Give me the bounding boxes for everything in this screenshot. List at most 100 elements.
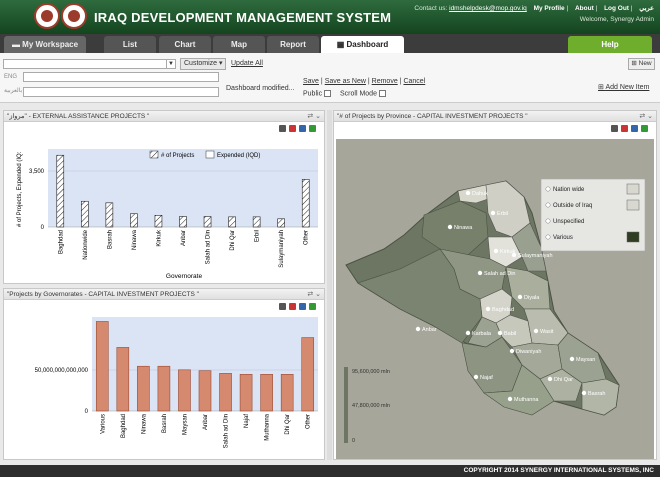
arabic-link[interactable]: عربي bbox=[639, 5, 654, 12]
dashboard-name-ar-input[interactable] bbox=[23, 87, 219, 97]
public-checkbox[interactable] bbox=[324, 90, 332, 97]
logout-link[interactable]: Log Out bbox=[604, 5, 629, 12]
excel-icon[interactable] bbox=[309, 125, 316, 132]
kirkuk-region[interactable] bbox=[487, 236, 523, 268]
bar[interactable] bbox=[137, 365, 150, 412]
info-icon[interactable] bbox=[465, 190, 471, 196]
info-icon[interactable] bbox=[497, 330, 503, 336]
dashboard-name-en-input[interactable] bbox=[23, 72, 219, 82]
bar[interactable] bbox=[203, 216, 212, 228]
muthanna-region[interactable] bbox=[483, 364, 555, 416]
info-icon[interactable] bbox=[547, 376, 553, 382]
save-as-new-link[interactable]: Save as New bbox=[324, 78, 366, 85]
info-icon[interactable] bbox=[545, 202, 551, 208]
add-new-item-link[interactable]: ⊞ Add New Item bbox=[598, 83, 649, 91]
bar[interactable] bbox=[277, 218, 285, 228]
bar[interactable] bbox=[154, 215, 163, 228]
pdf-icon[interactable] bbox=[289, 125, 296, 132]
bar[interactable] bbox=[252, 216, 261, 228]
info-icon[interactable] bbox=[533, 328, 539, 334]
info-icon[interactable] bbox=[507, 396, 513, 402]
add-new-item-label: Add New Item bbox=[605, 84, 650, 91]
info-icon[interactable] bbox=[569, 356, 575, 362]
tab-map[interactable]: Map bbox=[213, 36, 265, 53]
info-icon[interactable] bbox=[465, 330, 471, 336]
bar[interactable] bbox=[56, 154, 65, 228]
word-icon[interactable] bbox=[299, 125, 306, 132]
excel-icon[interactable] bbox=[309, 303, 316, 310]
bar[interactable] bbox=[130, 213, 138, 228]
info-icon[interactable] bbox=[511, 252, 517, 258]
bar[interactable] bbox=[301, 337, 315, 412]
dashboard-select[interactable]: ▼ bbox=[3, 59, 176, 69]
info-icon[interactable] bbox=[545, 186, 551, 192]
tab-my-workspace[interactable]: ▬ My Workspace bbox=[4, 36, 86, 53]
basrah-region[interactable] bbox=[581, 378, 620, 416]
bar[interactable] bbox=[179, 216, 187, 228]
scale-min-label: 0 bbox=[352, 438, 355, 444]
anbar-region[interactable] bbox=[357, 248, 483, 344]
update-all-link[interactable]: Update All bbox=[231, 60, 263, 67]
bar[interactable] bbox=[81, 200, 89, 228]
bar[interactable] bbox=[157, 365, 171, 412]
dashboard-status: Dashboard modified... bbox=[226, 85, 295, 92]
info-icon[interactable] bbox=[473, 374, 479, 380]
ninawa-region[interactable] bbox=[421, 200, 489, 256]
panel-controls[interactable]: ⇄ ⌄ bbox=[307, 113, 321, 120]
bar[interactable] bbox=[219, 373, 232, 412]
print-icon[interactable] bbox=[279, 125, 286, 132]
contact-email-link[interactable]: idmshelpdesk@mop.gov.iq bbox=[449, 5, 527, 12]
bar[interactable] bbox=[280, 373, 294, 412]
x-tick-label: Maysan bbox=[182, 414, 188, 435]
info-icon[interactable] bbox=[545, 218, 551, 224]
bar[interactable] bbox=[178, 369, 191, 412]
tab-report[interactable]: Report bbox=[267, 36, 319, 53]
tab-dashboard[interactable]: ▦ Dashboard bbox=[321, 36, 404, 53]
info-icon[interactable] bbox=[477, 270, 483, 276]
info-icon[interactable] bbox=[485, 306, 491, 312]
print-icon[interactable] bbox=[611, 125, 618, 132]
bar[interactable] bbox=[260, 373, 273, 412]
info-icon[interactable] bbox=[447, 224, 453, 230]
x-tick-label: Dhi Qar bbox=[285, 414, 291, 435]
info-icon[interactable] bbox=[509, 348, 515, 354]
panel-splitter[interactable] bbox=[327, 110, 332, 460]
tab-list[interactable]: List bbox=[104, 36, 156, 53]
bar[interactable] bbox=[301, 179, 310, 228]
info-icon[interactable] bbox=[517, 294, 523, 300]
contact-label: Contact us: bbox=[414, 5, 448, 12]
save-link[interactable]: Save bbox=[303, 78, 319, 85]
pdf-icon[interactable] bbox=[621, 125, 628, 132]
new-button[interactable]: ⊞ New bbox=[628, 58, 655, 70]
print-icon[interactable] bbox=[279, 303, 286, 310]
remove-link[interactable]: Remove bbox=[371, 78, 398, 85]
map-area[interactable]: Dahuk Erbil Ninawa Kirkuk Sulaymaniyah Salah … bbox=[336, 139, 654, 459]
bar[interactable] bbox=[105, 202, 114, 228]
cancel-link[interactable]: Cancel bbox=[403, 78, 426, 85]
sulaymaniyah-region[interactable] bbox=[511, 222, 547, 272]
panel-controls[interactable]: ⇄ ⌄ bbox=[639, 113, 653, 120]
info-icon[interactable] bbox=[581, 390, 587, 396]
word-icon[interactable] bbox=[631, 125, 638, 132]
info-icon[interactable] bbox=[490, 210, 496, 216]
info-icon[interactable] bbox=[545, 234, 551, 240]
info-icon[interactable] bbox=[415, 326, 421, 332]
bar[interactable] bbox=[116, 347, 130, 412]
bar[interactable] bbox=[228, 216, 236, 228]
tab-chart[interactable]: Chart bbox=[159, 36, 211, 53]
bar[interactable] bbox=[95, 321, 109, 412]
tab-help[interactable]: Help bbox=[568, 36, 652, 53]
word-icon[interactable] bbox=[299, 303, 306, 310]
about-link[interactable]: About bbox=[574, 5, 594, 12]
dahuk-region[interactable] bbox=[457, 184, 495, 204]
bar[interactable] bbox=[198, 370, 212, 412]
my-profile-link[interactable]: My Profile bbox=[533, 5, 565, 12]
customize-dropdown[interactable]: Customize ▾ bbox=[180, 58, 226, 70]
panel-controls[interactable]: ⇄ ⌄ bbox=[307, 291, 321, 298]
bar[interactable] bbox=[239, 373, 253, 412]
y-tick-label: 50,000,000,000,000 bbox=[35, 368, 89, 374]
info-icon[interactable] bbox=[493, 248, 499, 254]
excel-icon[interactable] bbox=[641, 125, 648, 132]
pdf-icon[interactable] bbox=[289, 303, 296, 310]
scroll-mode-checkbox[interactable] bbox=[378, 90, 386, 97]
